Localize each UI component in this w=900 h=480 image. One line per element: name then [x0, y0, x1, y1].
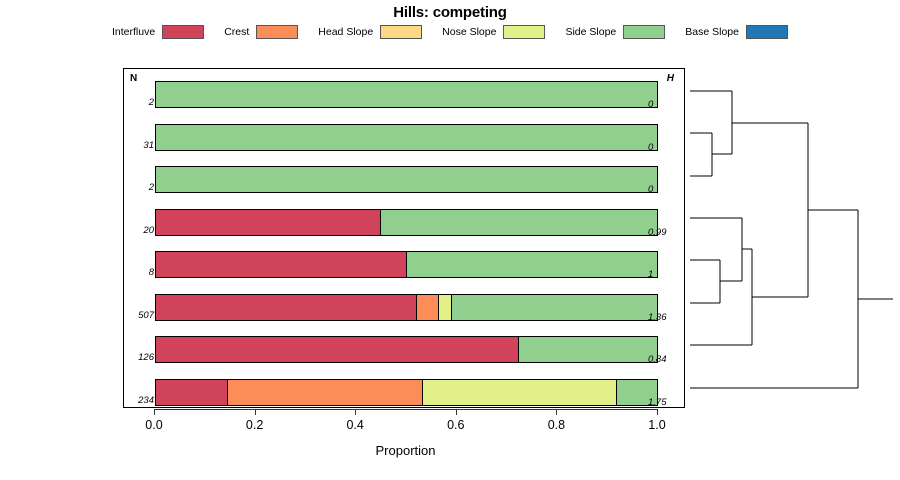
row-n-value: 126 — [138, 352, 154, 363]
x-axis-tick — [657, 409, 658, 415]
legend-label: Interfluve — [112, 26, 156, 38]
x-axis-tick-label: 0.8 — [547, 418, 566, 432]
column-header-h: H — [666, 73, 674, 84]
row-n-value: 507 — [138, 309, 154, 321]
legend-color-swatch — [380, 25, 423, 39]
stacked-bar[interactable] — [155, 293, 658, 321]
bar-segment — [156, 294, 417, 320]
stacked-bar[interactable] — [155, 336, 658, 363]
x-axis-tick — [556, 409, 558, 415]
legend-entry[interactable]: Side Slope — [565, 25, 666, 39]
x-axis-title: Proportion — [375, 443, 436, 458]
legend-entry[interactable]: Nose Slope — [442, 25, 546, 39]
bar-segment — [156, 167, 657, 192]
stacked-bar[interactable] — [155, 81, 658, 108]
chart-row: BOLAN1260.84 — [124, 328, 686, 371]
x-axis-tick-label: 0.6 — [447, 418, 465, 432]
bar-segment — [406, 252, 657, 277]
legend-entry[interactable]: Interfluve — [112, 25, 205, 39]
dendrogram — [690, 68, 895, 408]
stacked-bar[interactable] — [155, 208, 658, 236]
x-axis-tick — [154, 409, 155, 415]
stacked-bar[interactable] — [155, 251, 658, 278]
chart-row: FILLEY310 — [124, 116, 686, 159]
row-n-value: 2 — [148, 182, 154, 193]
bar-segment — [156, 82, 657, 107]
row-h-value: 1 — [648, 269, 654, 280]
chart-row: ETTER20 — [124, 158, 686, 201]
x-axis-tick — [254, 409, 256, 415]
chart-row: OLIN2341.75 — [124, 371, 686, 414]
legend-entry[interactable]: Head Slope — [318, 25, 423, 39]
bar-segment — [156, 124, 657, 150]
legend-color-swatch — [162, 25, 205, 39]
x-axis-tick — [355, 409, 357, 415]
row-h-value: 0 — [648, 141, 654, 153]
bar-segment — [416, 294, 440, 320]
x-axis-tick-label: 0.2 — [245, 418, 264, 432]
stacked-bar[interactable] — [155, 166, 658, 193]
chart-legend: Interfluve Crest Head Slope Nose Slope Side … — [0, 25, 900, 39]
legend-label: Base Slope — [685, 26, 739, 38]
bar-segment — [423, 379, 617, 405]
chart-row: ROINE20 — [124, 73, 686, 116]
bar-segment — [616, 379, 657, 405]
row-h-value: 0.99 — [648, 226, 667, 238]
x-axis-tick — [455, 409, 457, 415]
bar-segment — [439, 294, 452, 320]
legend-color-swatch — [503, 25, 546, 39]
column-header-n: N — [130, 73, 138, 84]
bar-segment — [156, 337, 520, 362]
x-axis: 0.0 0.2 0.4 0.6 0.8 1.0 — [145, 409, 666, 432]
dendrogram-svg — [690, 90, 893, 389]
bar-segment — [156, 209, 382, 235]
stacked-bar[interactable] — [155, 378, 658, 406]
row-h-value: 0 — [648, 99, 654, 110]
legend-color-swatch — [745, 25, 788, 39]
bar-segment — [156, 252, 407, 277]
row-n-value: 31 — [143, 139, 154, 151]
legend-color-swatch — [256, 25, 299, 39]
bar-segment — [519, 337, 657, 362]
chart-row: BERTRAM200.99 — [124, 201, 686, 244]
chart-row: AUREOLA81 — [124, 243, 686, 286]
row-h-value: 1.75 — [648, 396, 667, 408]
bar-segment — [381, 209, 657, 235]
legend-entry[interactable]: Crest — [224, 25, 299, 39]
row-n-value: 20 — [143, 224, 154, 236]
plot-area: N H ROINE20FILLEY310ETTER20BERTRAM200.99… — [123, 68, 685, 408]
stacked-bar[interactable] — [155, 123, 658, 151]
bar-segment — [227, 379, 424, 405]
row-n-value: 2 — [148, 97, 154, 108]
legend-label: Nose Slope — [442, 26, 497, 38]
x-axis-tick-label: 0.4 — [346, 418, 364, 432]
legend-color-swatch — [623, 25, 666, 39]
row-h-value: 0 — [648, 184, 654, 195]
legend-label: Head Slope — [318, 26, 374, 38]
x-axis-tick-label: 1.0 — [648, 418, 666, 432]
bar-segment — [156, 379, 228, 405]
row-h-value: 1.36 — [648, 311, 667, 323]
row-h-value: 0.84 — [648, 354, 667, 365]
legend-entry[interactable]: Base Slope — [685, 25, 788, 39]
legend-label: Crest — [224, 26, 250, 38]
row-n-value: 8 — [148, 267, 154, 278]
page-title: Hills: competing — [393, 4, 507, 21]
x-axis-tick-label: 0.0 — [145, 418, 163, 432]
row-n-value: 234 — [138, 394, 154, 406]
chart-row: DICKINSON5071.36 — [124, 286, 686, 329]
legend-label: Side Slope — [565, 26, 617, 38]
bar-segment — [451, 294, 657, 320]
